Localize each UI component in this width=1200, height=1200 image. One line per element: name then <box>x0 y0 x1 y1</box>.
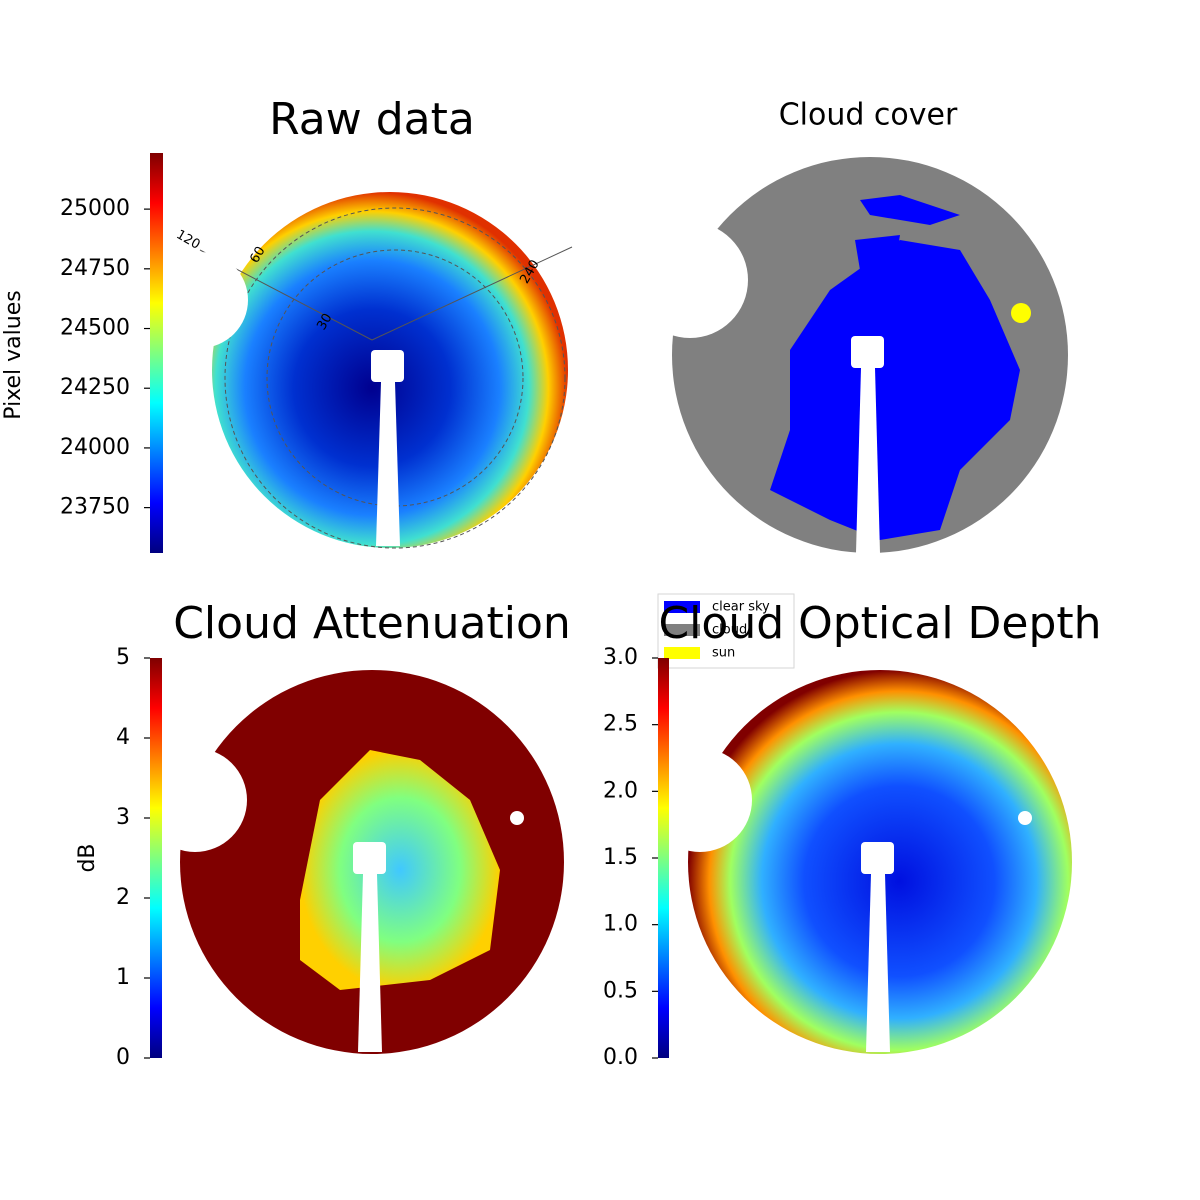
polar-label: 60 <box>247 244 268 266</box>
sky-notch <box>152 252 248 348</box>
legend-swatch <box>664 624 700 636</box>
legend-label: sun <box>712 646 735 661</box>
colorbar-label: dB <box>75 843 100 872</box>
polar-label: 30 <box>314 311 335 333</box>
colorbar-label: Pixel values <box>1 290 26 419</box>
sky-notch <box>632 222 748 338</box>
colorbar-tick-label: 1 <box>116 965 130 990</box>
sun <box>1011 303 1031 323</box>
mast-head <box>371 350 404 382</box>
colorbar-tick-label: 5 <box>116 645 130 670</box>
mast <box>866 874 890 1052</box>
legend-swatch <box>664 601 700 613</box>
sky-notch <box>143 748 247 852</box>
colorbar-tick-label: 0.5 <box>603 978 638 1003</box>
clear-sky-area <box>770 240 1020 540</box>
mast <box>376 382 400 546</box>
polar-spoke <box>371 246 573 341</box>
colorbar-tick-label: 24250 <box>60 375 130 400</box>
mast-head <box>851 336 884 368</box>
clear-sky-patch <box>855 195 960 270</box>
panel-title: Cloud cover <box>779 98 958 133</box>
colorbar-tick-label: 2.0 <box>603 778 638 803</box>
colorbar-tick-label: 3 <box>116 805 130 830</box>
colorbar <box>658 658 669 1058</box>
attenuation-area <box>300 750 500 990</box>
colorbar-tick-label: 24500 <box>60 316 130 341</box>
panel-title: Cloud Optical Depth <box>658 598 1101 649</box>
legend-label: clear sky <box>712 600 770 615</box>
polar-grid <box>266 249 524 507</box>
colorbar-tick-label: 2.5 <box>603 712 638 737</box>
colorbar-tick-label: 25000 <box>60 196 130 221</box>
colorbar-tick-label: 24000 <box>60 435 130 460</box>
colorbar-tick-label: 0 <box>116 1045 130 1070</box>
sun-mask <box>510 811 524 825</box>
mast <box>856 368 880 553</box>
mast-head <box>861 842 894 874</box>
colorbar-tick-label: 24750 <box>60 256 130 281</box>
colorbar-tick-label: 4 <box>116 725 130 750</box>
colorbar-tick-label: 2 <box>116 885 130 910</box>
mast <box>358 874 382 1052</box>
colorbar-tick-label: 3.0 <box>603 645 638 670</box>
colorbar-tick-label: 0.0 <box>603 1045 638 1070</box>
colorbar-tick-label: 1.5 <box>603 845 638 870</box>
colorbar <box>150 153 163 553</box>
colorbar <box>150 658 162 1058</box>
polar-grid <box>224 207 566 549</box>
colorbar-tick-label: 23750 <box>60 495 130 520</box>
panel-title: Cloud Attenuation <box>173 598 571 649</box>
sun-mask <box>1018 811 1032 825</box>
colorbar-tick-label: 1.0 <box>603 912 638 937</box>
polar-label: 120 <box>173 227 202 252</box>
sky-notch <box>648 748 752 852</box>
mast-head <box>353 842 386 874</box>
legend-swatch <box>664 647 700 659</box>
legend-label: cloud <box>712 623 747 638</box>
panel-title: Raw data <box>269 94 475 145</box>
